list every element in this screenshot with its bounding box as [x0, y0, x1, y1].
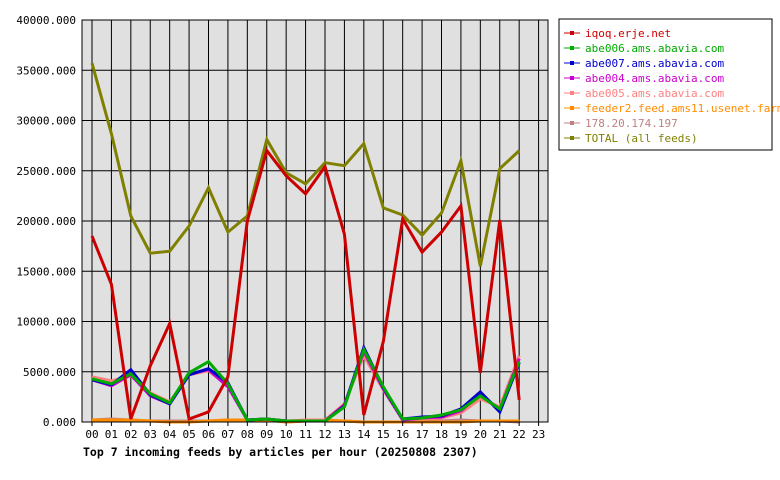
- y-tick-label: 25000.000: [16, 165, 76, 178]
- legend-label: abe006.ams.abavia.com: [585, 42, 724, 55]
- x-tick-label: 10: [280, 428, 293, 441]
- plot-frame: [81, 19, 549, 423]
- x-tick-label: 18: [435, 428, 448, 441]
- y-tick-label: 30000.000: [16, 115, 76, 128]
- legend-marker: [570, 31, 574, 35]
- chart-title: Top 7 incoming feeds by articles per hou…: [83, 445, 478, 459]
- legend-marker: [570, 76, 574, 80]
- x-tick-label: 01: [105, 428, 118, 441]
- axes: 00 01 02 03 04 05 06 07 08 09 10 11 12 13 14 15 16 17 18 19…: [16, 14, 549, 441]
- x-tick-label: 12: [318, 428, 331, 441]
- legend-marker: [570, 106, 574, 110]
- x-tick-label: 14: [357, 428, 371, 441]
- y-tick-label: 35000.000: [16, 64, 76, 77]
- legend-label: abe004.ams.abavia.com: [585, 72, 724, 85]
- legend-label: abe007.ams.abavia.com: [585, 57, 724, 70]
- x-tick-label: 17: [415, 428, 428, 441]
- x-tick-label: 00: [85, 428, 98, 441]
- x-tick-label: 07: [221, 428, 234, 441]
- x-tick-label: 11: [299, 428, 312, 441]
- x-tick-label: 06: [202, 428, 215, 441]
- x-tick-label: 15: [377, 428, 390, 441]
- x-tick-label: 02: [124, 428, 137, 441]
- x-tick-label: 19: [454, 428, 467, 441]
- x-tick-label: 21: [493, 428, 506, 441]
- x-tick-label: 22: [513, 428, 526, 441]
- legend-label: abe005.ams.abavia.com: [585, 87, 724, 100]
- legend-marker: [570, 46, 574, 50]
- x-tick-label: 23: [532, 428, 545, 441]
- x-tick-label: 16: [396, 428, 409, 441]
- x-tick-label: 03: [144, 428, 157, 441]
- y-tick-label: 0.000: [43, 416, 76, 429]
- series-line-8: [90, 62, 521, 267]
- series-line-2: [91, 345, 521, 423]
- legend: iqoq.erje.net abe006.ams.abavia.com abe007…: [558, 18, 780, 151]
- legend-label: TOTAL (all feeds): [585, 132, 698, 145]
- legend-marker: [570, 136, 574, 140]
- y-tick-label: 20000.000: [16, 215, 76, 228]
- series-line-1: [90, 147, 521, 422]
- x-tick-label: 20: [474, 428, 487, 441]
- x-tick-label: 13: [338, 428, 351, 441]
- legend-marker: [570, 91, 574, 95]
- y-tick-label: 5000.000: [23, 366, 76, 379]
- x-tick-label: 08: [241, 428, 254, 441]
- legend-label: feeder2.feed.ams11.usenet.farm: [585, 102, 780, 115]
- legend-marker: [570, 61, 574, 65]
- legend-label: 178.20.174.197: [585, 117, 678, 130]
- x-tick-label: 05: [182, 428, 195, 441]
- legend-marker: [570, 121, 574, 125]
- x-tick-label: 04: [163, 428, 177, 441]
- y-tick-label: 40000.000: [16, 14, 76, 27]
- x-tick-label: 09: [260, 428, 273, 441]
- legend-label: iqoq.erje.net: [585, 27, 671, 40]
- y-tick-label: 15000.000: [16, 265, 76, 278]
- legend-box: [558, 18, 773, 151]
- y-tick-label: 10000.000: [16, 316, 76, 329]
